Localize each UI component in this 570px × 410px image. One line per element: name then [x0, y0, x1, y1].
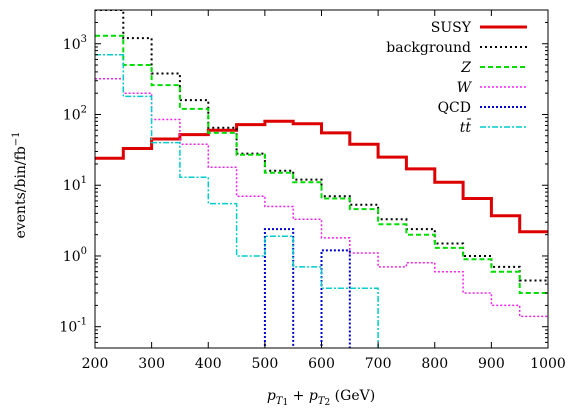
legend: SUSY background ZW QCD tt̄ — [386, 20, 527, 136]
series-line-3 — [95, 78, 548, 318]
x-tick-label: 300 — [138, 356, 165, 372]
series-line-2 — [95, 34, 548, 294]
x-tick-label: 900 — [478, 356, 505, 372]
y-tick-label: 100 — [63, 246, 87, 265]
legend-label-4: QCD — [438, 100, 471, 116]
y-axis: 10-1 100 101 102 103 — [59, 9, 548, 349]
x-tick-label: 200 — [82, 356, 109, 372]
x-tick-label: 500 — [252, 356, 279, 372]
legend-label-1: background — [386, 40, 471, 56]
x-tick-label: 600 — [308, 356, 335, 372]
legend-label-2: Z — [460, 60, 471, 76]
x-tick-label: 400 — [195, 356, 222, 372]
x-axis: 200 300 400 500 600 700 800 900 1000 — [82, 10, 566, 372]
legend-label-0: SUSY — [431, 20, 472, 36]
x-tick-label: 1000 — [530, 356, 566, 372]
series-line-5 — [95, 53, 379, 348]
x-tick-label: 800 — [421, 356, 448, 372]
y-axis-title: events/bin/fb−1 — [11, 131, 29, 238]
x-tick-label: 700 — [365, 356, 392, 372]
series-line-4 — [263, 228, 351, 348]
y-tick-label: 101 — [63, 175, 87, 194]
y-tick-label: 102 — [63, 104, 87, 123]
y-tick-label: 103 — [63, 34, 87, 53]
legend-label-5: tt̄ — [460, 118, 472, 136]
y-tick-label: 10-1 — [59, 317, 87, 336]
legend-label-3: W — [457, 80, 473, 96]
series-layer — [95, 10, 548, 348]
x-axis-title: pT1 + pT2 (GeV) — [267, 388, 375, 408]
